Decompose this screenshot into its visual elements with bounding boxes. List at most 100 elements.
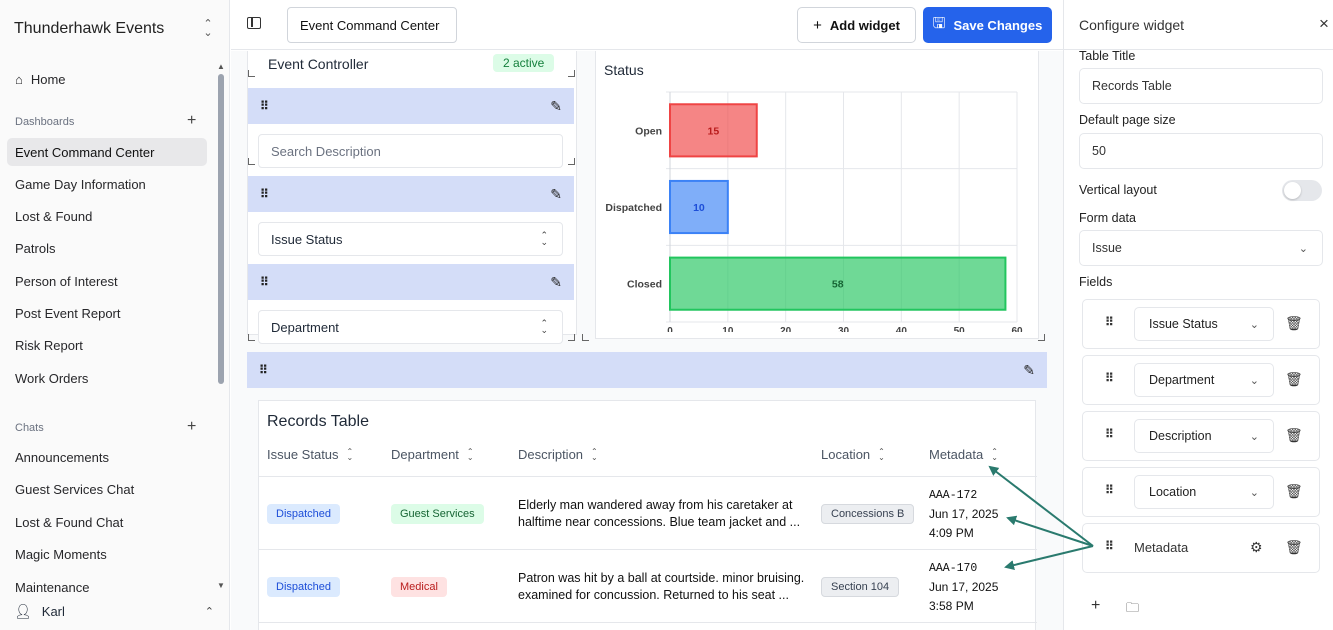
scrollbar-thumb[interactable]	[218, 74, 224, 384]
sidebar-item-magic-moments[interactable]: Magic Moments	[7, 540, 207, 568]
resize-handle-icon[interactable]	[582, 334, 589, 341]
sidebar-item-lost-found[interactable]: Lost & Found	[7, 202, 207, 230]
column-header-label: Metadata	[929, 447, 984, 462]
sidebar-toggle-icon[interactable]	[247, 17, 261, 29]
field-select[interactable]: Description ⌄	[1134, 419, 1274, 453]
field-item[interactable]: ⠿ Metadata ⚙ 🗑︎	[1082, 523, 1320, 573]
drag-handle-icon[interactable]: ⠿	[260, 99, 269, 113]
resize-handle-icon[interactable]	[1038, 334, 1045, 341]
user-menu[interactable]: 👤︎ Karl ⌃	[0, 596, 230, 626]
chats-section-label: Chats	[15, 422, 44, 434]
chevron-down-icon: ⌄	[1249, 486, 1259, 499]
field-select[interactable]: Location ⌄	[1134, 475, 1274, 509]
sidebar-scrollbar[interactable]: ▲ ▼	[215, 62, 227, 590]
sidebar-item-person-of-interest[interactable]: Person of Interest	[7, 267, 207, 295]
add-field-icon[interactable]: +	[1091, 597, 1101, 614]
add-chat-icon[interactable]: +	[187, 418, 197, 435]
form-data-select[interactable]: Issue ⌄	[1079, 230, 1323, 266]
edit-icon[interactable]: ✎	[1023, 361, 1035, 378]
gear-icon[interactable]: ⚙	[1250, 539, 1263, 555]
table-title-input[interactable]: Records Table	[1079, 68, 1323, 104]
resize-handle-icon[interactable]	[248, 70, 255, 77]
trash-icon[interactable]: 🗑︎	[1285, 315, 1303, 331]
issue-status-select[interactable]: Issue Status ⌃ ⌄	[258, 222, 563, 256]
sidebar-item-label: Lost & Found	[15, 208, 93, 224]
trash-icon[interactable]: 🗑︎	[1285, 539, 1303, 555]
column-header-description[interactable]: Description ⌃ ⌄	[518, 447, 598, 462]
sort-icon[interactable]: ⌃ ⌄	[991, 446, 998, 462]
sidebar-item-game-day-information[interactable]: Game Day Information	[7, 170, 207, 198]
edit-icon[interactable]: ✎	[550, 97, 562, 114]
sort-icon[interactable]: ⌃ ⌄	[878, 446, 885, 462]
drag-handle-icon[interactable]: ⠿	[1105, 483, 1114, 497]
sidebar-item-announcements[interactable]: Announcements	[7, 443, 207, 471]
trash-icon[interactable]: 🗑︎	[1285, 371, 1303, 387]
widget-drag-bar[interactable]: ⠿ ✎	[248, 176, 574, 212]
sidebar-item-patrols[interactable]: Patrols	[7, 234, 207, 262]
resize-handle-icon[interactable]	[568, 334, 575, 341]
sidebar-item-lost-found-chat[interactable]: Lost & Found Chat	[7, 508, 207, 536]
sidebar-item-post-event-report[interactable]: Post Event Report	[7, 299, 207, 327]
field-item[interactable]: ⠿ Description ⌄ 🗑︎	[1082, 411, 1320, 461]
resize-handle-icon[interactable]	[568, 158, 575, 165]
close-icon[interactable]: ×	[1319, 14, 1329, 33]
edit-icon[interactable]: ✎	[550, 185, 562, 202]
table-title-label: Table Title	[1079, 49, 1136, 63]
widget-drag-bar[interactable]: ⠿ ✎	[247, 352, 1047, 388]
drag-handle-icon[interactable]: ⠿	[1105, 539, 1114, 553]
sidebar-item-event-command-center[interactable]: Event Command Center	[7, 138, 207, 166]
column-header-issue-status[interactable]: Issue Status ⌃ ⌄	[267, 447, 353, 462]
description-cell[interactable]: Elderly man wandered away from his caret…	[518, 497, 818, 531]
vertical-layout-toggle[interactable]	[1282, 180, 1322, 201]
drag-handle-icon[interactable]: ⠿	[1105, 315, 1114, 329]
sidebar-item-label: Magic Moments	[15, 546, 107, 562]
scroll-up-icon[interactable]: ▲	[217, 62, 225, 71]
drag-handle-icon[interactable]: ⠿	[259, 363, 268, 377]
column-header-metadata[interactable]: Metadata ⌃ ⌄	[929, 447, 998, 462]
sidebar-nav: ⌂ Home Dashboards + Event Command Center…	[0, 62, 214, 592]
sort-icon[interactable]: ⌃ ⌄	[346, 446, 354, 462]
page-size-input[interactable]: 50	[1079, 133, 1323, 169]
description-cell[interactable]: Patron was hit by a ball at courtside. m…	[518, 570, 818, 604]
select-value: Department	[1149, 373, 1215, 387]
x-tick-label: 10	[722, 326, 734, 332]
sidebar-item-guest-services-chat[interactable]: Guest Services Chat	[7, 475, 207, 503]
resize-handle-icon[interactable]	[568, 70, 575, 77]
drag-handle-icon[interactable]: ⠿	[1105, 371, 1114, 385]
sidebar-item-work-orders[interactable]: Work Orders	[7, 364, 207, 392]
drag-handle-icon[interactable]: ⠿	[260, 187, 269, 201]
sidebar-item-maintenance[interactable]: Maintenance	[7, 573, 207, 593]
edit-icon[interactable]: ✎	[550, 273, 562, 290]
trash-icon[interactable]: 🗑︎	[1285, 427, 1303, 443]
add-widget-button[interactable]: + Add widget	[797, 7, 916, 43]
field-item[interactable]: ⠿ Issue Status ⌄ 🗑︎	[1082, 299, 1320, 349]
field-item[interactable]: ⠿ Location ⌄ 🗑︎	[1082, 467, 1320, 517]
sidebar-item-home[interactable]: ⌂ Home	[7, 65, 207, 93]
sidebar-item-label: Person of Interest	[15, 273, 118, 289]
widget-drag-bar[interactable]: ⠿ ✎	[248, 264, 574, 300]
resize-handle-icon[interactable]	[248, 334, 255, 341]
sort-icon[interactable]: ⌃ ⌄	[591, 446, 598, 462]
widget-drag-bar[interactable]: ⠿ ✎	[248, 88, 574, 124]
add-dashboard-icon[interactable]: +	[187, 112, 197, 129]
sidebar: Thunderhawk Events ⌃ ⌄ ⌂ Home Dashboards …	[0, 0, 230, 630]
sort-icon[interactable]: ⌃ ⌄	[466, 446, 474, 462]
column-header-location[interactable]: Location ⌃ ⌄	[821, 447, 885, 462]
add-folder-icon[interactable]: 🗀	[1126, 600, 1140, 615]
workspace-switcher-icon[interactable]: ⌃ ⌄	[203, 18, 213, 39]
dashboard-title-input[interactable]: Event Command Center	[287, 7, 457, 43]
save-changes-button[interactable]: 🖫 Save Changes	[923, 7, 1052, 43]
department-select[interactable]: Department ⌃ ⌄	[258, 310, 563, 344]
search-description-input[interactable]: Search Description	[258, 134, 563, 168]
column-header-department[interactable]: Department ⌃ ⌄	[391, 447, 474, 462]
field-select[interactable]: Issue Status ⌄	[1134, 307, 1274, 341]
drag-handle-icon[interactable]: ⠿	[1105, 427, 1114, 441]
trash-icon[interactable]: 🗑︎	[1285, 483, 1303, 499]
field-select[interactable]: Department ⌄	[1134, 363, 1274, 397]
scroll-down-icon[interactable]: ▼	[217, 581, 225, 590]
resize-handle-icon[interactable]	[248, 158, 255, 165]
drag-handle-icon[interactable]: ⠿	[260, 275, 269, 289]
sidebar-item-risk-report[interactable]: Risk Report	[7, 331, 207, 359]
user-name: Karl	[41, 603, 65, 619]
field-item[interactable]: ⠿ Department ⌄ 🗑︎	[1082, 355, 1320, 405]
